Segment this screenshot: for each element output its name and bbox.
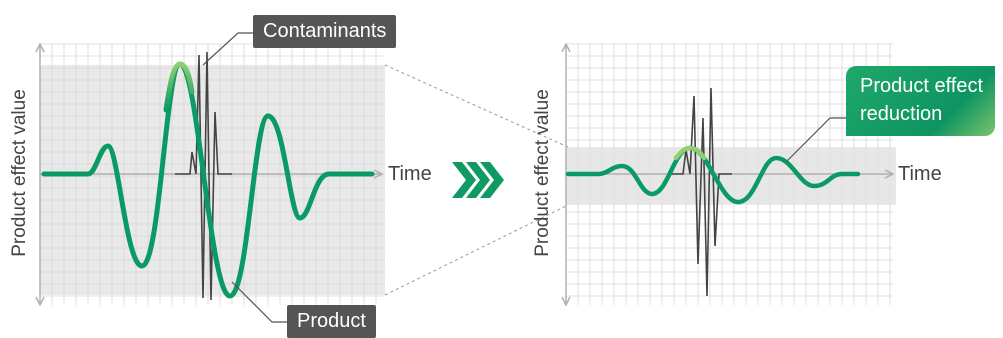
right-panel <box>561 42 896 307</box>
right-product-peak-highlight <box>673 145 707 161</box>
reduction-callout-line1: Product effect <box>860 75 984 97</box>
product-leader-line <box>231 281 288 323</box>
contaminants-callout: Contaminants <box>253 15 397 48</box>
right-product-wave <box>565 145 861 205</box>
left-product-peak-highlight <box>163 61 195 113</box>
left-contaminant-wave <box>175 51 232 301</box>
product-effect-reduction-callout: Product effect reduction <box>846 66 996 136</box>
zoom-line-bottom <box>384 204 569 296</box>
left-x-axis-arrow <box>373 169 384 179</box>
left-panel <box>35 32 385 323</box>
right-x-axis-arrow <box>884 169 895 179</box>
left-y-axis-arrow-up <box>35 42 45 53</box>
left-product-wave <box>41 61 375 299</box>
left-y-axis-label: Product effect value <box>9 89 30 257</box>
left-x-axis-label: Time <box>388 163 432 185</box>
right-y-axis-label: Product effect value <box>532 89 553 257</box>
right-y-axis-arrow-down <box>561 296 571 307</box>
right-y-axis-arrow-up <box>561 42 571 53</box>
product-callout: Product <box>287 305 376 338</box>
reduction-callout-line2: reduction <box>860 103 943 125</box>
triple-chevron-right-icon <box>452 162 504 198</box>
right-x-axis-label: Time <box>898 163 942 185</box>
right-contaminant-wave <box>670 87 732 297</box>
reduction-leader-line <box>785 117 846 163</box>
left-y-axis-arrow-down <box>35 296 45 307</box>
contaminants-leader-line <box>202 32 254 66</box>
